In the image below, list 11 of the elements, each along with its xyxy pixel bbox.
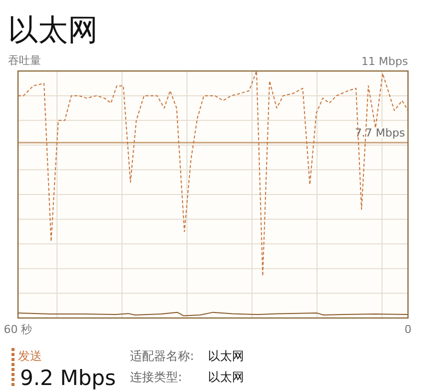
text: 发送 [18,349,42,363]
x-tick-label: 0 [404,323,412,336]
text: 以太网 [208,349,244,363]
chart-title: 以太网 [8,13,98,48]
y-axis-title: 吞吐量 [8,54,41,67]
text: 连接类型: [130,370,182,384]
x-tick-label: 60 秒 [4,323,32,336]
text: 9.2 Mbps [20,366,116,390]
text: 11 Mbps [361,55,408,68]
text: 以太网 [208,370,244,384]
text: 适配器名称: [130,349,194,363]
